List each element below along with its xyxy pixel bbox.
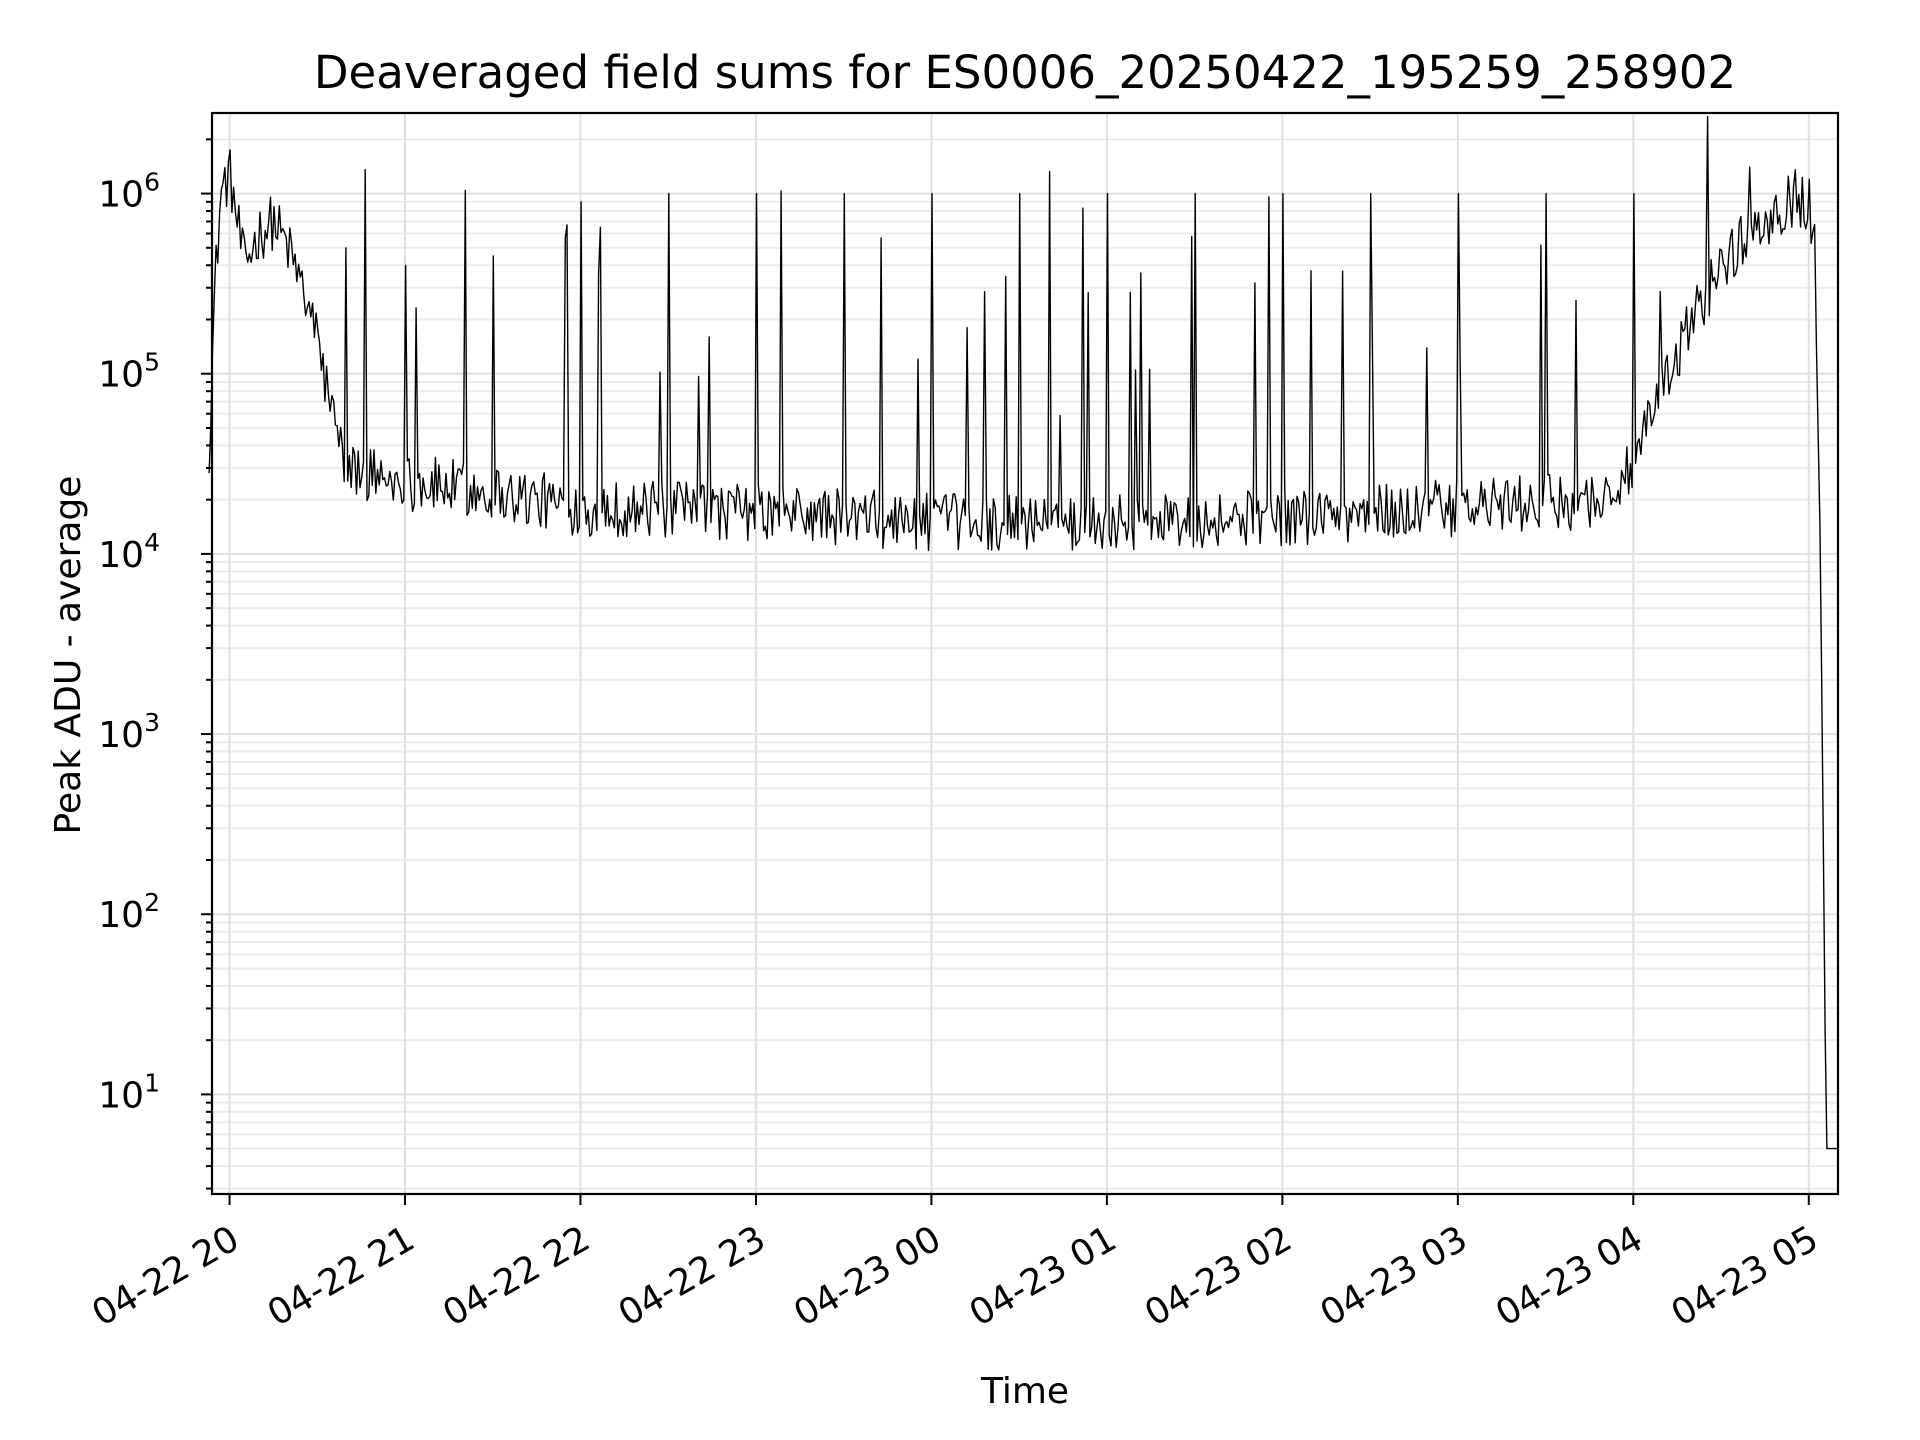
y-tick-label: 104: [98, 528, 160, 576]
plot-frame: [210, 111, 1840, 1196]
y-tick-label: 106: [98, 168, 160, 216]
y-tick-label: 103: [98, 708, 160, 756]
series-line: [208, 115, 1838, 1150]
y-tick-label-exponent: 1: [144, 1068, 160, 1097]
y-tick-label-base: 10: [98, 535, 144, 576]
y-tick-label-exponent: 2: [144, 888, 160, 917]
y-tick-label-base: 10: [98, 895, 144, 936]
chart-title: Deaveraged field sums for ES0006_2025042…: [314, 46, 1736, 99]
y-tick-label-base: 10: [98, 355, 144, 396]
y-tick-label-base: 10: [98, 715, 144, 756]
y-tick-label: 101: [98, 1068, 160, 1116]
y-tick-label-exponent: 5: [144, 348, 160, 377]
y-tick-label-base: 10: [98, 175, 144, 216]
y-axis-label: Peak ADU - average: [48, 476, 89, 835]
y-tick-label-exponent: 4: [144, 528, 160, 557]
y-tick-label-base: 10: [98, 1075, 144, 1116]
x-axis-label: Time: [980, 1371, 1069, 1412]
y-tick-label: 102: [98, 888, 160, 936]
y-tick-label: 105: [98, 348, 160, 396]
series-group: [208, 115, 1838, 1150]
y-tick-label-exponent: 6: [144, 168, 160, 197]
y-tick-label-exponent: 3: [144, 708, 160, 737]
